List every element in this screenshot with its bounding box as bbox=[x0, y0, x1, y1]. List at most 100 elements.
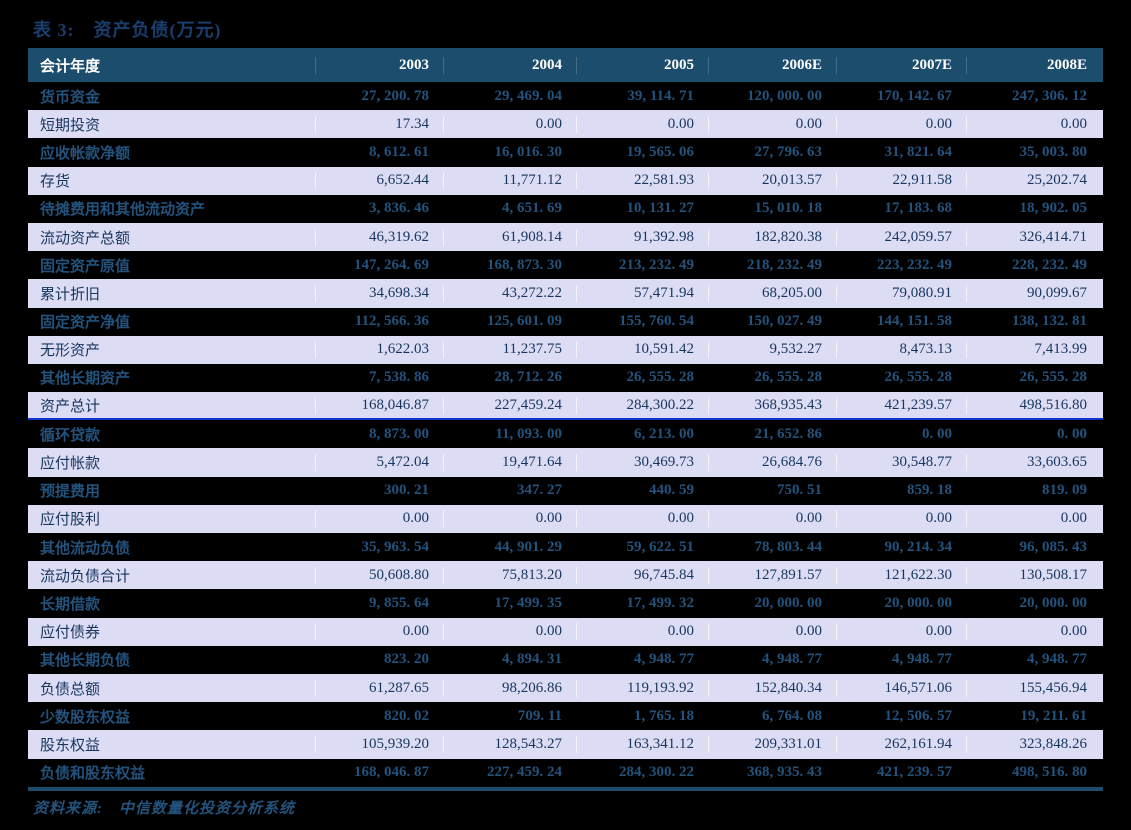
cell-2003: 9, 855. 64 bbox=[369, 594, 429, 611]
cell-2008E: 498, 516. 80 bbox=[1012, 764, 1087, 781]
table-row: 无形资产 1,622.03 11,237.75 10,591.42 9,532.27 8,… bbox=[28, 335, 1103, 364]
cell-2005: 39, 114. 71 bbox=[627, 87, 694, 104]
cell-2006E: 750. 51 bbox=[777, 482, 822, 499]
row-label: 固定资产原值 bbox=[40, 258, 131, 275]
cell-2004: 0.00 bbox=[443, 115, 576, 133]
cell-2006E: 120, 000. 00 bbox=[747, 87, 822, 104]
cell-2007E: 4, 948. 77 bbox=[892, 651, 952, 668]
row-label: 短期投资 bbox=[40, 117, 101, 134]
table-row: 资产总计 168,046.87 227,459.24 284,300.22 368,93… bbox=[28, 392, 1103, 421]
cell-2007E: 0.00 bbox=[836, 115, 966, 133]
cell-2008E: 35, 003. 80 bbox=[1019, 143, 1088, 160]
cell-2003: 105,939.20 bbox=[315, 735, 443, 753]
cell-2008E: 90,099.67 bbox=[966, 284, 1103, 302]
cell-2007E: 262,161.94 bbox=[836, 735, 966, 753]
cell-2006E: 0.00 bbox=[708, 115, 836, 133]
row-label: 应付股利 bbox=[40, 512, 101, 529]
cell-2008E: 0.00 bbox=[966, 510, 1103, 528]
cell-2004: 0.00 bbox=[443, 623, 576, 641]
cell-2007E: 30,548.77 bbox=[836, 454, 966, 472]
cell-2006E: 20,013.57 bbox=[708, 172, 836, 190]
cell-2006E: 4, 948. 77 bbox=[762, 651, 822, 668]
cell-2006E: 78, 803. 44 bbox=[754, 538, 823, 555]
cell-2007E: 146,571.06 bbox=[836, 679, 966, 697]
cell-2007E: 8,473.13 bbox=[836, 341, 966, 359]
header-2008e: 2008E bbox=[966, 56, 1103, 74]
cell-2003: 8, 612. 61 bbox=[369, 143, 429, 160]
cell-2004: 16, 016. 30 bbox=[494, 143, 563, 160]
cell-2008E: 19, 211. 61 bbox=[1020, 707, 1087, 724]
cell-2004: 43,272.22 bbox=[443, 284, 576, 302]
cell-2008E: 7,413.99 bbox=[966, 341, 1103, 359]
table-row: 短期投资 17.34 0.00 0.00 0.00 0.00 0.00 bbox=[28, 110, 1103, 139]
cell-2005: 284, 300. 22 bbox=[619, 764, 694, 781]
table-row: 预提费用 300. 21 347. 27 440. 59 750. 51 859. 18 8… bbox=[28, 476, 1103, 505]
cell-2006E: 20, 000. 00 bbox=[754, 594, 823, 611]
cell-2008E: 138, 132. 81 bbox=[1012, 313, 1087, 330]
row-label: 累计折旧 bbox=[40, 286, 101, 303]
cell-2004: 4, 651. 69 bbox=[502, 200, 562, 217]
cell-2007E: 421,239.57 bbox=[836, 396, 966, 414]
cell-2006E: 15, 010. 18 bbox=[754, 200, 823, 217]
cell-2005: 22,581.93 bbox=[576, 172, 708, 190]
cell-2003: 6,652.44 bbox=[315, 172, 443, 190]
cell-2006E: 6, 764. 08 bbox=[762, 707, 822, 724]
cell-2005: 10,591.42 bbox=[576, 341, 708, 359]
cell-2004: 11, 093. 00 bbox=[495, 425, 562, 442]
cell-2004: 11,237.75 bbox=[443, 341, 576, 359]
cell-2008E: 0.00 bbox=[966, 115, 1103, 133]
cell-2004: 168, 873. 30 bbox=[487, 256, 562, 273]
cell-2006E: 68,205.00 bbox=[708, 284, 836, 302]
cell-2008E: 323,848.26 bbox=[966, 735, 1103, 753]
cell-2008E: 25,202.74 bbox=[966, 172, 1103, 190]
cell-2008E: 20, 000. 00 bbox=[1019, 594, 1088, 611]
cell-2008E: 33,603.65 bbox=[966, 454, 1103, 472]
cell-2008E: 0. 00 bbox=[1057, 425, 1087, 442]
cell-2005: 440. 59 bbox=[649, 482, 694, 499]
cell-2005: 91,392.98 bbox=[576, 228, 708, 246]
header-2004: 2004 bbox=[443, 56, 576, 74]
cell-2003: 50,608.80 bbox=[315, 566, 443, 584]
header-2005: 2005 bbox=[576, 56, 708, 74]
cell-2008E: 130,508.17 bbox=[966, 566, 1103, 584]
cell-2004: 28, 712. 26 bbox=[494, 369, 563, 386]
table-row: 应付债券 0.00 0.00 0.00 0.00 0.00 0.00 bbox=[28, 617, 1103, 646]
row-label: 流动负债合计 bbox=[40, 568, 131, 585]
cell-2007E: 31, 821. 64 bbox=[884, 143, 953, 160]
table-row: 其他长期负债 823. 20 4, 894. 31 4, 948. 77 4, 948.… bbox=[28, 645, 1103, 674]
table-row: 累计折旧 34,698.34 43,272.22 57,471.94 68,205.00… bbox=[28, 279, 1103, 308]
cell-2007E: 170, 142. 67 bbox=[877, 87, 952, 104]
cell-2003: 34,698.34 bbox=[315, 284, 443, 302]
cell-2005: 0.00 bbox=[576, 115, 708, 133]
cell-2006E: 150, 027. 49 bbox=[747, 313, 822, 330]
row-label: 负债和股东权益 bbox=[40, 766, 146, 783]
cell-2006E: 127,891.57 bbox=[708, 566, 836, 584]
cell-2003: 46,319.62 bbox=[315, 228, 443, 246]
cell-2008E: 498,516.80 bbox=[966, 396, 1103, 414]
row-label: 少数股东权益 bbox=[40, 709, 131, 726]
cell-2003: 27, 200. 78 bbox=[361, 87, 430, 104]
table-row: 其他流动负债 35, 963. 54 44, 901. 29 59, 622. 51 7… bbox=[28, 533, 1103, 562]
row-label: 循环贷款 bbox=[40, 427, 101, 444]
cell-2004: 227,459.24 bbox=[443, 396, 576, 414]
table-row: 长期借款 9, 855. 64 17, 499. 35 17, 499. 32 20, … bbox=[28, 589, 1103, 618]
row-label: 长期借款 bbox=[40, 596, 101, 613]
cell-2005: 10, 131. 27 bbox=[626, 200, 695, 217]
cell-2008E: 4, 948. 77 bbox=[1027, 651, 1087, 668]
cell-2007E: 0.00 bbox=[836, 510, 966, 528]
cell-2007E: 22,911.58 bbox=[836, 172, 966, 190]
table-row: 负债总额 61,287.65 98,206.86 119,193.92 152,840.… bbox=[28, 673, 1103, 703]
cell-2007E: 26, 555. 28 bbox=[884, 369, 953, 386]
table-bottom-rule bbox=[28, 787, 1103, 791]
cell-2003: 7, 538. 86 bbox=[369, 369, 429, 386]
cell-2005: 96,745.84 bbox=[576, 566, 708, 584]
cell-2005: 30,469.73 bbox=[576, 454, 708, 472]
cell-2004: 709. 11 bbox=[517, 707, 562, 724]
row-label: 固定资产净值 bbox=[40, 315, 131, 332]
table-row: 其他长期资产 7, 538. 86 28, 712. 26 26, 555. 28 26… bbox=[28, 363, 1103, 393]
table-row: 待摊费用和其他流动资产 3, 836. 46 4, 651. 69 10, 131. … bbox=[28, 194, 1103, 223]
table-row: 存货 6,652.44 11,771.12 22,581.93 20,013.57 22,… bbox=[28, 166, 1103, 195]
row-label: 股东权益 bbox=[40, 737, 101, 754]
table-row: 少数股东权益 820. 02 709. 11 1, 765. 18 6, 764. 08… bbox=[28, 702, 1103, 731]
table-title: 表 3: 资产负债(万元) bbox=[33, 20, 222, 40]
